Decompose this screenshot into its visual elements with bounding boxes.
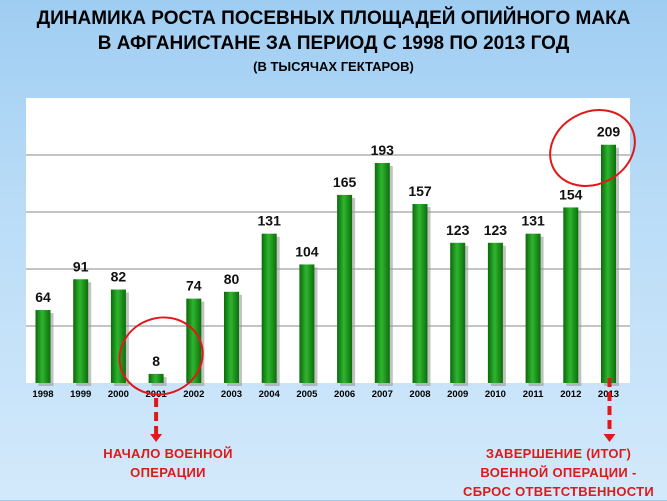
annotation-war-end-line1: ЗАВЕРШЕНИЕ (ИТОГ) [485,446,632,461]
chart-title-line2: В АФГАНИСТАНЕ ЗА ПЕРИОД С 1998 ПО 2013 Г… [97,33,570,54]
x-tick-2005: 2005 [296,389,318,400]
bar-2001 [148,373,164,383]
data-label-2013: 209 [597,124,621,140]
bar-2000 [110,289,126,383]
x-tick-2000: 2000 [108,389,129,400]
bar-1998 [35,310,51,383]
x-tick-2002: 2002 [183,389,204,400]
data-label-2008: 157 [408,183,432,199]
data-label-2006: 165 [333,174,357,190]
highlight-circle-2013 [549,109,636,187]
bar-2007 [374,162,390,383]
annotation-layer [118,109,636,442]
annotation-war-start-line2: ОПЕРАЦИИ [130,465,206,480]
chart-title-line1: ДИНАМИКА РОСТА ПОСЕВНЫХ ПЛОЩАДЕЙ ОПИЙНОГ… [36,8,631,29]
data-label-1998: 64 [35,289,51,305]
annotation-war-end-line3: СБРОС ОТВЕТСТВЕННОСТИ [463,484,654,499]
x-tick-1998: 1998 [32,389,53,400]
arrow-2001-head [150,434,163,442]
bar-1999 [73,279,89,383]
bar-2008 [412,204,428,383]
highlight-circle-2001 [118,316,204,396]
chart-subtitle: (В ТЫСЯЧАХ ГЕКТАРОВ) [253,59,414,74]
bar-2012 [563,207,579,383]
data-label-2002: 74 [186,278,202,294]
data-label-2000: 82 [111,269,127,285]
data-label-2010: 123 [484,222,508,238]
x-tick-2012: 2012 [560,389,581,400]
x-tick-2009: 2009 [447,389,468,400]
data-label-2009: 123 [446,222,470,238]
bar-2010 [487,242,503,383]
x-tick-2011: 2011 [523,389,544,400]
data-label-2011: 131 [521,213,545,229]
data-label-2005: 104 [295,243,319,259]
bar-2013 [601,144,616,383]
arrow-2013-head [603,434,616,442]
annotation-war-start-line1: НАЧАЛО ВОЕННОЙ [103,446,233,461]
data-label-2007: 193 [371,142,395,158]
x-tick-2004: 2004 [259,389,281,400]
bar-2004 [261,233,277,383]
x-tick-2010: 2010 [485,389,506,400]
data-label-2004: 131 [258,213,282,229]
x-tick-2006: 2006 [334,389,355,400]
annotation-war-end: ЗАВЕРШЕНИЕ (ИТОГ) ВОЕННОЙ ОПЕРАЦИИ - СБР… [450,444,667,501]
bar-2003 [224,291,239,383]
x-tick-2003: 2003 [221,389,242,400]
bar-2002 [186,298,202,383]
bar-2005 [299,264,315,383]
x-tick-labels: 1998 1999 2000 2001 2002 2003 2004 2005 2006 2007… [32,389,619,400]
bars [35,144,619,386]
x-tick-2008: 2008 [409,389,430,400]
bar-2011 [525,233,541,383]
x-tick-2007: 2007 [372,389,393,400]
bar-2009 [450,242,466,383]
annotation-war-end-line2: ВОЕННОЙ ОПЕРАЦИИ - [480,465,637,480]
data-label-2001: 8 [152,353,160,369]
annotation-war-start: НАЧАЛО ВОЕННОЙ ОПЕРАЦИИ [68,444,268,482]
data-label-2012: 154 [559,186,583,202]
x-tick-1999: 1999 [70,389,91,400]
data-label-2003: 80 [224,271,240,287]
data-label-1999: 91 [73,258,89,274]
data-labels: 64 91 82 8 74 80 131 104 165 193 157 123 123 131 154 20… [35,124,620,369]
bar-2006 [337,194,353,383]
